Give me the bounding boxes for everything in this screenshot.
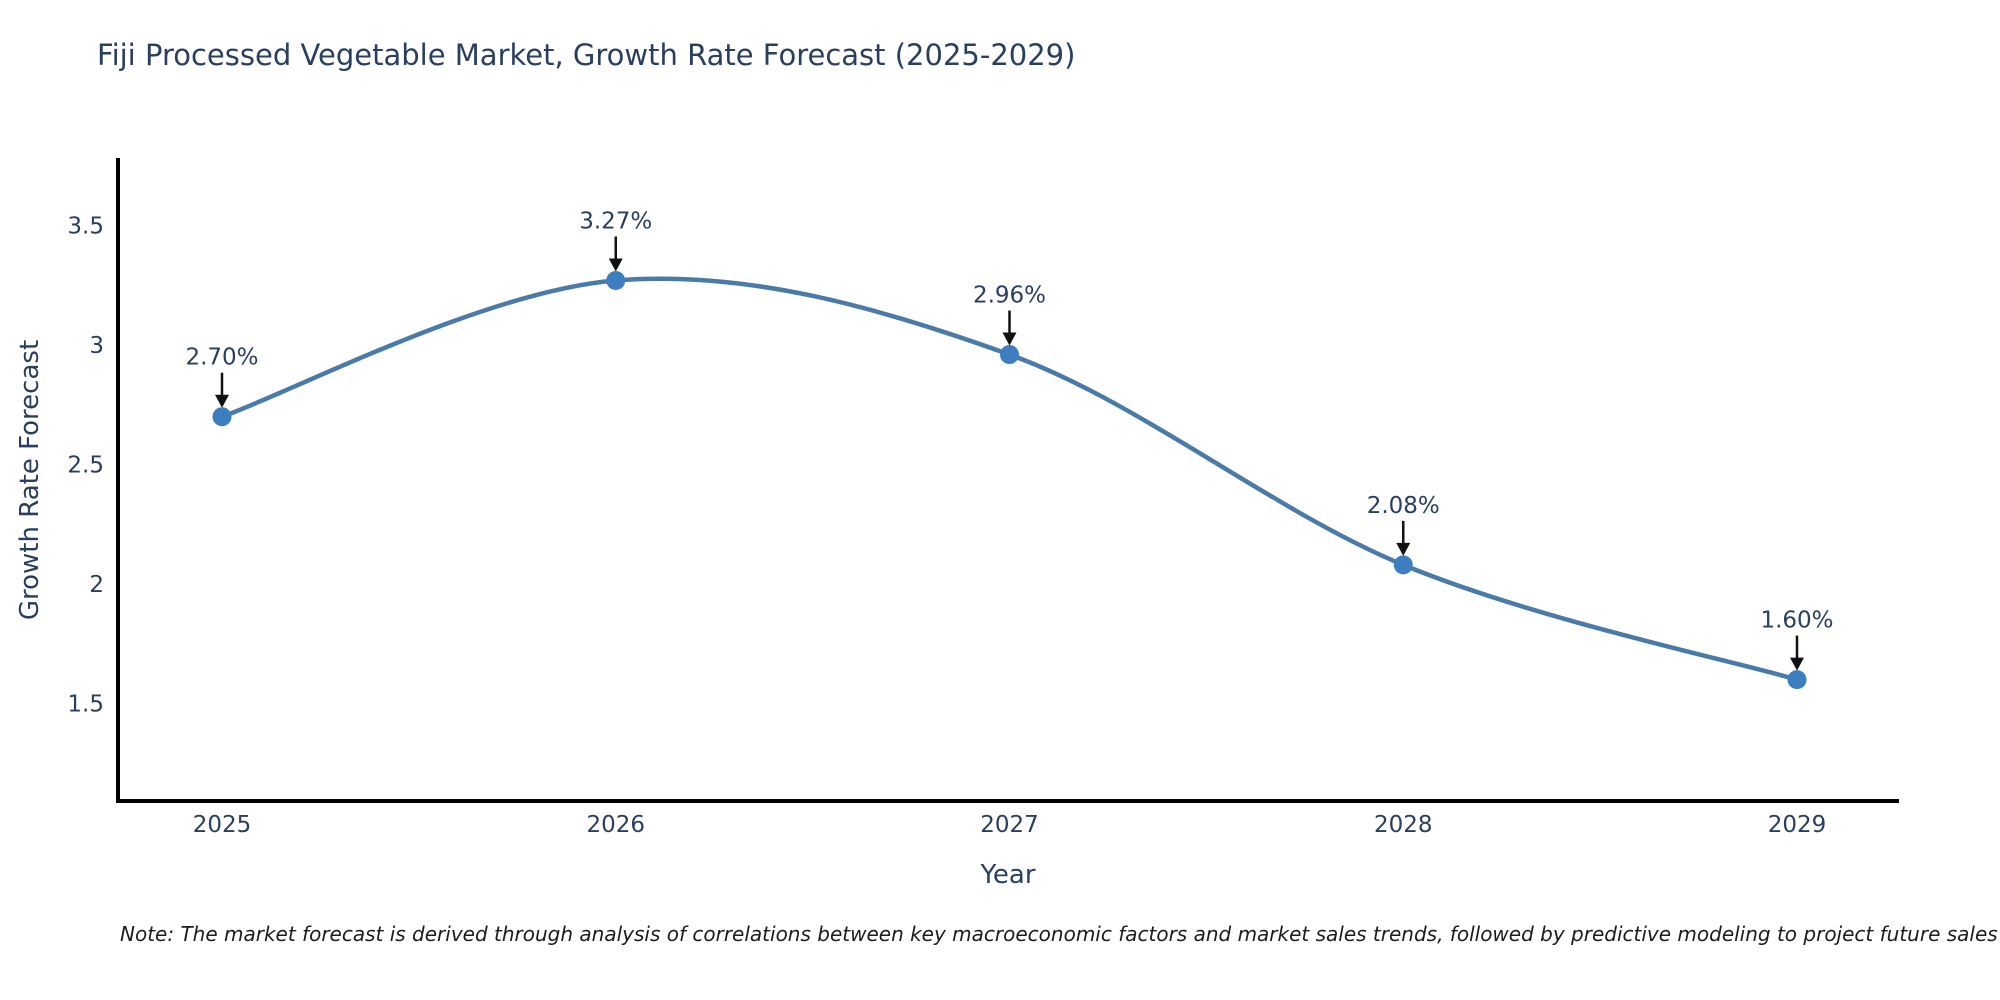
annotation-arrow-head xyxy=(1002,332,1017,346)
annotation-arrow-head xyxy=(608,258,623,272)
data-point-marker xyxy=(606,270,626,290)
y-tick-label: 3 xyxy=(89,333,104,359)
data-point-marker xyxy=(212,407,232,427)
footnote: Note: The market forecast is derived thr… xyxy=(120,922,1998,946)
y-tick-label: 2 xyxy=(89,572,104,598)
chart-title: Fiji Processed Vegetable Market, Growth … xyxy=(97,38,1076,72)
annotation-arrow-head xyxy=(1396,542,1411,556)
annotation-arrow-head xyxy=(215,394,229,408)
point-value-label: 2.08% xyxy=(1367,493,1440,519)
x-tick-label: 2025 xyxy=(193,812,252,838)
x-tick-label: 2027 xyxy=(980,812,1039,838)
point-value-label: 1.60% xyxy=(1760,608,1833,634)
y-tick-label: 3.5 xyxy=(67,214,104,240)
x-axis-title: Year xyxy=(980,860,1036,890)
point-value-label: 2.70% xyxy=(185,345,258,371)
x-tick-label: 2026 xyxy=(586,812,645,838)
data-point-marker xyxy=(1787,670,1807,690)
data-point-marker xyxy=(1393,555,1413,575)
point-value-label: 2.96% xyxy=(973,283,1046,309)
point-value-label: 3.27% xyxy=(579,208,652,234)
y-axis-title: Growth Rate Forecast xyxy=(15,339,45,621)
x-tick-label: 2028 xyxy=(1374,812,1433,838)
data-point-marker xyxy=(1000,345,1019,365)
annotation-arrow-head xyxy=(1790,657,1804,671)
y-tick-label: 2.5 xyxy=(67,453,104,479)
y-tick-label: 1.5 xyxy=(67,692,104,718)
x-tick-label: 2029 xyxy=(1768,812,1827,838)
